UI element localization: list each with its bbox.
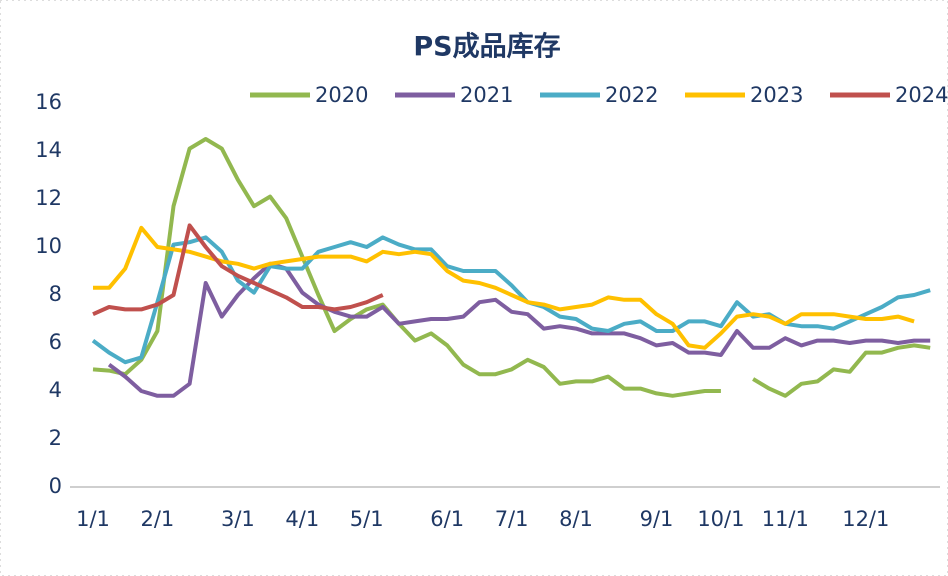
- x-tick-label: 6/1: [430, 507, 464, 531]
- x-tick-label: 3/1: [221, 507, 255, 531]
- x-tick-label: 2/1: [141, 507, 175, 531]
- y-tick-label: 14: [35, 138, 62, 162]
- chart-title: PS成品库存: [413, 32, 560, 63]
- legend-label: 2022: [605, 83, 658, 107]
- series-line: [92, 137, 931, 398]
- y-tick-label: 16: [35, 90, 62, 114]
- x-tick-label: 4/1: [285, 507, 319, 531]
- legend-label: 2021: [460, 83, 513, 107]
- x-tick-label: 9/1: [640, 507, 674, 531]
- y-tick-label: 4: [49, 378, 62, 402]
- x-tick-label: 5/1: [350, 507, 384, 531]
- y-tick-label: 2: [49, 426, 62, 450]
- x-tick-label: 10/1: [697, 507, 744, 531]
- y-tick-label: 8: [49, 282, 62, 306]
- y-tick-label: 12: [35, 186, 62, 210]
- x-tick-label: 7/1: [495, 507, 529, 531]
- legend-label: 2023: [750, 83, 803, 107]
- legend-label: 2024: [895, 83, 948, 107]
- series-line: [93, 225, 915, 350]
- x-tick-label: 1/1: [76, 507, 110, 531]
- y-tick-label: 6: [49, 330, 62, 354]
- y-tick-label: 0: [49, 474, 62, 498]
- legend-label: 2020: [315, 83, 368, 107]
- x-tick-label: 11/1: [762, 507, 809, 531]
- x-tick-label: 12/1: [842, 507, 889, 531]
- series-line: [92, 223, 384, 317]
- series-line: [107, 261, 931, 398]
- y-tick-label: 10: [35, 234, 62, 258]
- x-tick-label: 8/1: [559, 507, 593, 531]
